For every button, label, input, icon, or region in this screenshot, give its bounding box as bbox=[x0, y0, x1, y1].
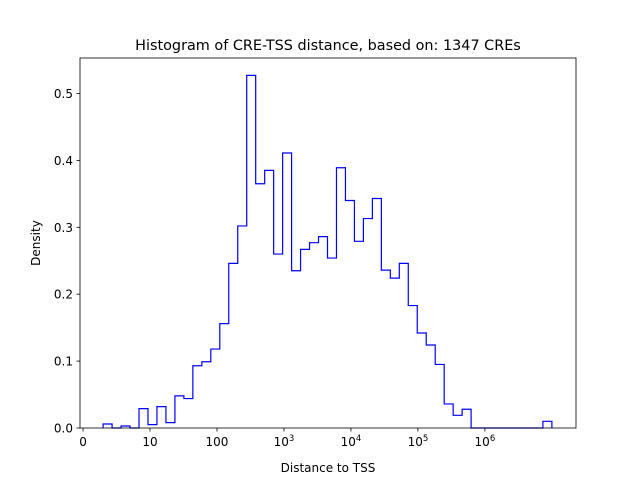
histogram-bin bbox=[453, 415, 462, 428]
x-tick-label: 103 bbox=[274, 434, 295, 449]
y-tick-label: 0.3 bbox=[54, 221, 73, 235]
histogram-bin bbox=[543, 421, 552, 428]
histogram-bin bbox=[139, 409, 148, 428]
y-tick-label: 0.2 bbox=[54, 288, 73, 302]
histogram-bin bbox=[211, 349, 220, 428]
x-tick-label: 100 bbox=[206, 435, 229, 449]
chart-title: Histogram of CRE-TSS distance, based on:… bbox=[135, 38, 521, 54]
histogram-bin bbox=[462, 409, 471, 428]
histogram-bin bbox=[301, 249, 310, 428]
histogram-bin bbox=[435, 364, 444, 428]
histogram-bin bbox=[193, 366, 202, 428]
y-tick-label: 0.1 bbox=[54, 355, 73, 369]
histogram-bin bbox=[238, 226, 247, 428]
histogram-bin bbox=[390, 278, 399, 428]
histogram-bin bbox=[345, 201, 354, 428]
y-tick-label: 0.5 bbox=[54, 87, 73, 101]
histogram-bin bbox=[256, 184, 265, 428]
x-axis-label: Distance to TSS bbox=[281, 461, 376, 475]
x-tick-label: 104 bbox=[341, 434, 362, 449]
histogram-bin bbox=[408, 306, 417, 428]
plot-area: 0 10 100 103 104 105 106 0.0 0.1 0.2 0.3 0.4 0.5 bbox=[54, 57, 577, 449]
histogram-bin bbox=[274, 254, 283, 428]
histogram-bin bbox=[354, 241, 363, 428]
y-axis-label: Density bbox=[29, 220, 43, 266]
histogram-bin bbox=[336, 168, 345, 428]
histogram-bin bbox=[426, 345, 435, 428]
histogram-bin bbox=[399, 263, 408, 428]
histogram-bin bbox=[229, 263, 238, 428]
histogram-bin bbox=[310, 243, 319, 428]
histogram-bin bbox=[327, 258, 336, 428]
histogram-bin bbox=[283, 153, 292, 428]
histogram-bin bbox=[103, 424, 112, 428]
histogram-bin bbox=[265, 170, 274, 428]
histogram-bin bbox=[363, 219, 372, 428]
histogram-bin bbox=[247, 75, 256, 428]
histogram-bin bbox=[444, 404, 453, 428]
histogram-bin bbox=[157, 407, 166, 428]
histogram-bin bbox=[319, 237, 328, 428]
x-tick-label: 0 bbox=[79, 435, 87, 449]
y-tick-label: 0.4 bbox=[54, 154, 73, 168]
histogram-step-line bbox=[102, 74, 553, 429]
x-tick-label: 10 bbox=[142, 435, 157, 449]
x-tick-label: 106 bbox=[475, 434, 496, 449]
histogram-bin bbox=[184, 399, 193, 428]
histogram-bin bbox=[372, 199, 381, 428]
histogram-bin bbox=[202, 362, 211, 428]
axes-frame bbox=[79, 57, 577, 429]
histogram-bin bbox=[166, 423, 175, 428]
histogram-bin bbox=[175, 396, 184, 428]
histogram-bin bbox=[220, 324, 229, 428]
histogram-bin bbox=[417, 333, 426, 428]
histogram-bin bbox=[381, 270, 390, 428]
histogram-bin bbox=[292, 271, 301, 428]
x-tick-label: 105 bbox=[408, 434, 429, 449]
y-tick-label: 0.0 bbox=[54, 422, 73, 436]
